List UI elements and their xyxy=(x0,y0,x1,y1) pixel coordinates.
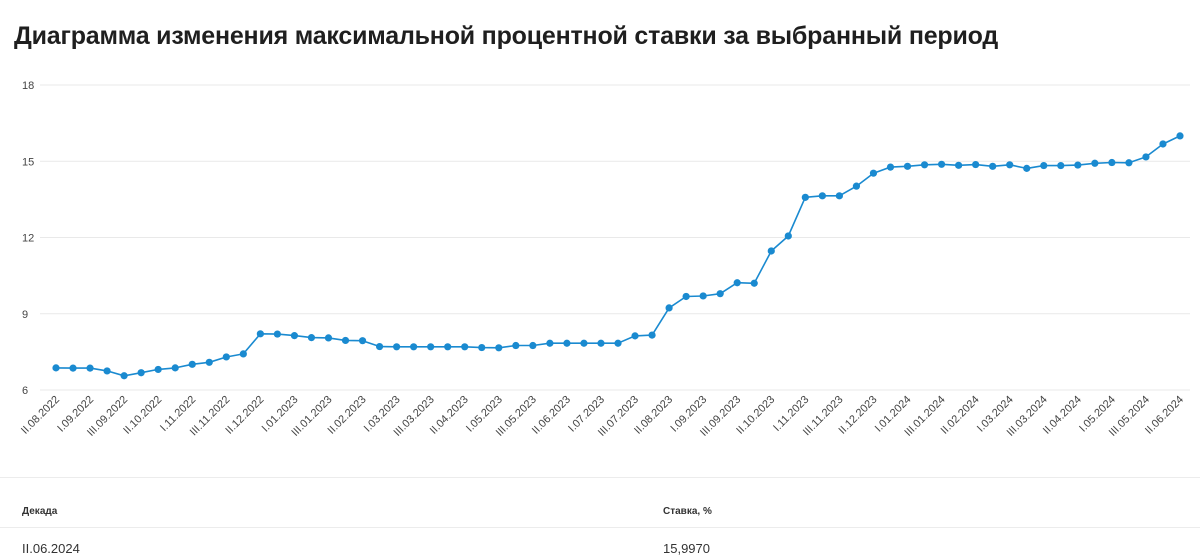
data-point xyxy=(137,369,145,377)
data-point xyxy=(393,343,401,351)
data-point xyxy=(784,232,792,240)
y-tick-label: 9 xyxy=(22,309,28,321)
data-point xyxy=(512,341,520,350)
data-point xyxy=(716,290,724,298)
data-point xyxy=(478,343,486,352)
data-point xyxy=(665,304,673,312)
data-point xyxy=(529,341,537,350)
data-point xyxy=(1159,140,1167,148)
data-point xyxy=(120,372,128,380)
data-point xyxy=(767,247,775,255)
data-point xyxy=(955,161,963,169)
data-point xyxy=(307,334,316,342)
data-point xyxy=(410,343,418,351)
data-point xyxy=(972,160,980,169)
table-cell-rate: 15,9970 xyxy=(663,541,710,556)
data-point xyxy=(682,292,690,301)
data-point xyxy=(886,163,895,171)
data-point xyxy=(580,339,588,347)
data-point xyxy=(461,343,469,351)
data-point xyxy=(818,192,826,200)
data-point xyxy=(205,358,213,366)
data-point xyxy=(495,344,503,352)
data-point xyxy=(614,339,622,347)
data-point xyxy=(1108,158,1116,167)
data-point xyxy=(1006,161,1014,169)
table-top-divider xyxy=(0,477,1200,478)
data-point xyxy=(597,339,605,347)
table-header-decade: Декада xyxy=(22,506,58,517)
data-point xyxy=(239,350,247,358)
data-point xyxy=(103,367,111,375)
y-tick-label: 6 xyxy=(22,385,28,397)
data-point xyxy=(324,334,333,342)
x-tick-label: II.08.2022 xyxy=(19,394,62,437)
data-point xyxy=(86,364,94,372)
data-point xyxy=(358,337,367,345)
data-point xyxy=(648,331,656,339)
data-point xyxy=(1023,164,1031,172)
data-point xyxy=(699,292,707,300)
data-point xyxy=(733,279,741,287)
y-tick-label: 18 xyxy=(22,80,34,92)
data-point xyxy=(1142,153,1150,161)
data-point xyxy=(375,342,384,351)
data-point xyxy=(631,332,639,340)
data-point xyxy=(1040,161,1048,170)
data-point xyxy=(273,330,281,338)
data-point xyxy=(937,160,946,168)
data-point xyxy=(903,162,912,170)
data-point xyxy=(869,169,878,177)
data-point xyxy=(1074,161,1082,169)
data-point xyxy=(290,332,299,340)
data-point xyxy=(835,192,843,200)
table-header-divider xyxy=(0,527,1200,528)
data-point xyxy=(1091,159,1099,167)
y-tick-label: 15 xyxy=(22,156,34,168)
data-point xyxy=(154,365,162,374)
data-point xyxy=(427,343,435,351)
data-point xyxy=(1057,161,1065,170)
data-point xyxy=(750,279,758,287)
data-point xyxy=(546,339,554,347)
data-point xyxy=(69,364,77,372)
y-tick-label: 12 xyxy=(22,233,34,245)
rate-line-chart: 69121518II.08.2022I.09.2022III.09.2022II… xyxy=(19,80,1190,439)
data-point xyxy=(801,193,809,201)
data-point xyxy=(989,162,997,170)
table-header-rate: Ставка, % xyxy=(663,506,712,517)
data-point xyxy=(256,330,264,338)
page-title: Диаграмма изменения максимальной процент… xyxy=(14,22,999,50)
data-point xyxy=(171,364,179,372)
data-point xyxy=(1125,159,1133,167)
data-point xyxy=(920,161,929,169)
data-point xyxy=(1176,132,1184,140)
data-point xyxy=(563,339,571,347)
table-cell-decade: II.06.2024 xyxy=(22,541,80,556)
data-point xyxy=(52,364,60,372)
data-point xyxy=(341,336,350,345)
data-point xyxy=(188,360,196,368)
data-point xyxy=(222,353,230,361)
data-point xyxy=(852,182,861,190)
data-point xyxy=(444,343,452,351)
